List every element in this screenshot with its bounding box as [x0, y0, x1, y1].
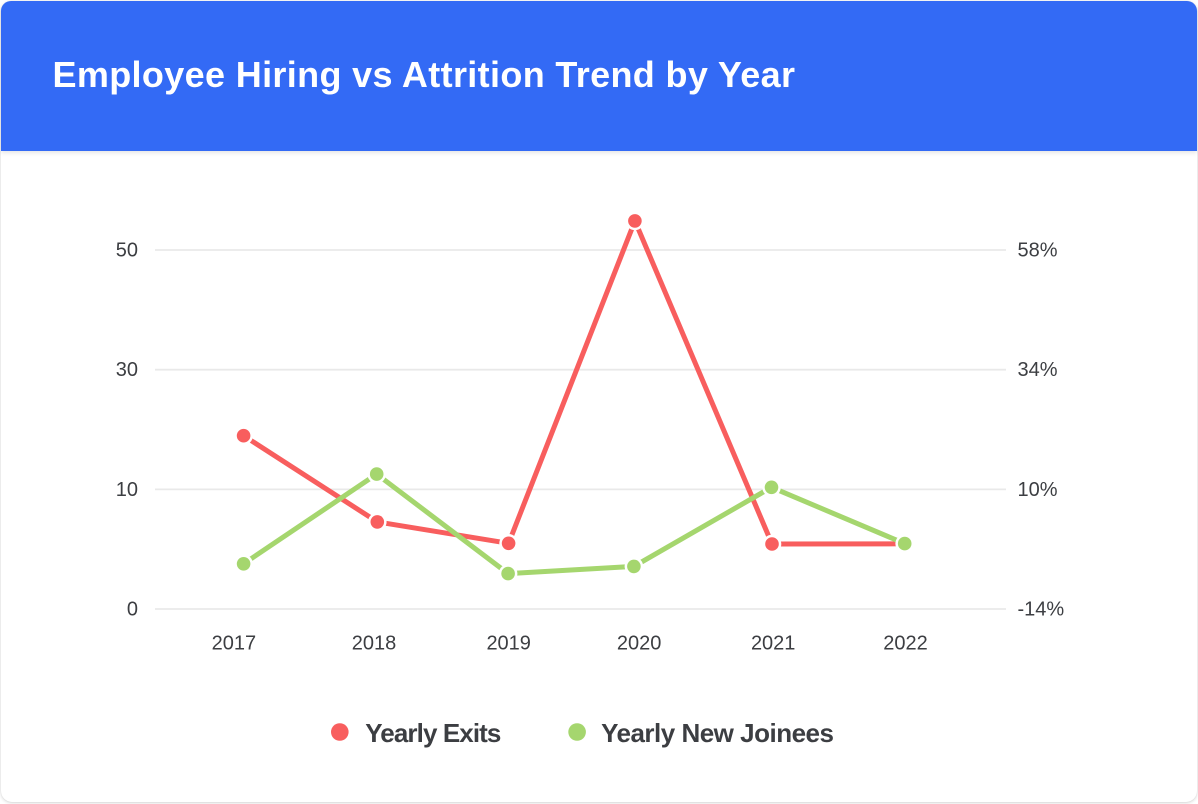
svg-text:30: 30	[116, 359, 138, 381]
svg-text:34%: 34%	[1018, 359, 1058, 381]
svg-text:2018: 2018	[352, 633, 397, 655]
svg-text:2017: 2017	[212, 633, 257, 655]
svg-text:0: 0	[127, 599, 138, 621]
svg-text:2019: 2019	[486, 633, 531, 655]
svg-text:10%: 10%	[1018, 479, 1058, 501]
svg-text:-14%: -14%	[1018, 599, 1065, 621]
svg-text:2021: 2021	[751, 633, 796, 655]
svg-text:58%: 58%	[1018, 240, 1058, 262]
svg-text:10: 10	[116, 479, 138, 501]
svg-text:50: 50	[116, 240, 138, 262]
svg-text:Yearly Exits: Yearly Exits	[365, 718, 501, 748]
svg-text:Yearly New Joinees: Yearly New Joinees	[601, 718, 833, 748]
svg-text:2020: 2020	[617, 633, 662, 655]
svg-text:2022: 2022	[883, 633, 928, 655]
